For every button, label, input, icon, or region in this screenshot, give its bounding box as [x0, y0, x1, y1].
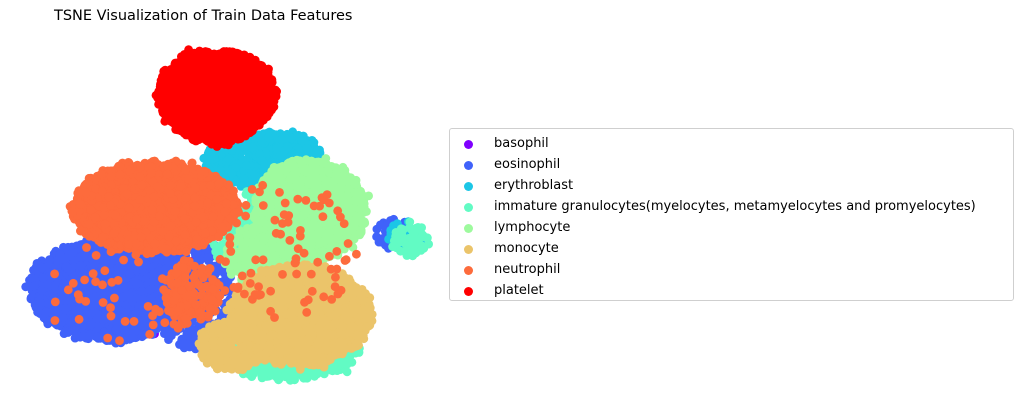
data-point [125, 293, 135, 303]
data-point [414, 235, 423, 245]
data-point [213, 244, 223, 254]
data-point [257, 156, 267, 165]
data-point [283, 368, 292, 378]
data-point [62, 262, 72, 272]
data-point [121, 282, 131, 292]
data-point [38, 273, 48, 283]
data-point [185, 342, 195, 352]
data-point [283, 142, 292, 151]
data-point [92, 332, 102, 342]
data-point [68, 248, 78, 257]
data-point [227, 169, 237, 178]
data-point [93, 313, 102, 323]
data-point [66, 296, 76, 305]
data-point [147, 277, 157, 287]
data-point [61, 304, 70, 314]
data-point [37, 263, 47, 273]
scatter-plot [21, 45, 433, 385]
chart-title: TSNE Visualization of Train Data Feature… [54, 8, 353, 24]
data-point [129, 277, 139, 286]
data-point [404, 245, 414, 255]
data-point [111, 325, 121, 335]
data-point [248, 142, 257, 152]
data-point [35, 298, 45, 307]
data-point [396, 224, 406, 234]
data-point [27, 273, 36, 283]
data-point [59, 254, 69, 264]
data-point [77, 252, 86, 261]
data-point [137, 286, 147, 296]
data-point [277, 135, 287, 144]
data-point [75, 303, 84, 313]
data-point [76, 261, 85, 270]
data-point [126, 262, 136, 272]
data-point [69, 326, 79, 335]
data-point [250, 171, 260, 181]
data-point [418, 243, 427, 253]
data-point [342, 367, 352, 377]
data-point [58, 313, 68, 322]
data-point [45, 255, 54, 265]
data-point [91, 292, 101, 301]
data-point [114, 306, 124, 315]
data-point [163, 328, 173, 337]
data-point [113, 263, 123, 272]
data-point [111, 286, 121, 295]
data-point [264, 133, 273, 143]
data-point [139, 315, 149, 325]
data-point [309, 138, 319, 147]
data-point [117, 293, 127, 302]
data-point [59, 329, 69, 338]
data-point [224, 154, 234, 164]
data-point [272, 144, 282, 154]
data-point [266, 369, 276, 379]
data-point [41, 307, 51, 317]
data-point [393, 237, 403, 247]
data-point [242, 160, 251, 170]
data-point [86, 320, 96, 330]
data-point [65, 318, 75, 327]
data-point [239, 174, 249, 184]
data-point [313, 369, 322, 379]
data-point [302, 143, 311, 153]
data-point [302, 373, 311, 383]
data-point [128, 333, 138, 343]
data-point [248, 369, 258, 379]
data-point [185, 326, 195, 336]
